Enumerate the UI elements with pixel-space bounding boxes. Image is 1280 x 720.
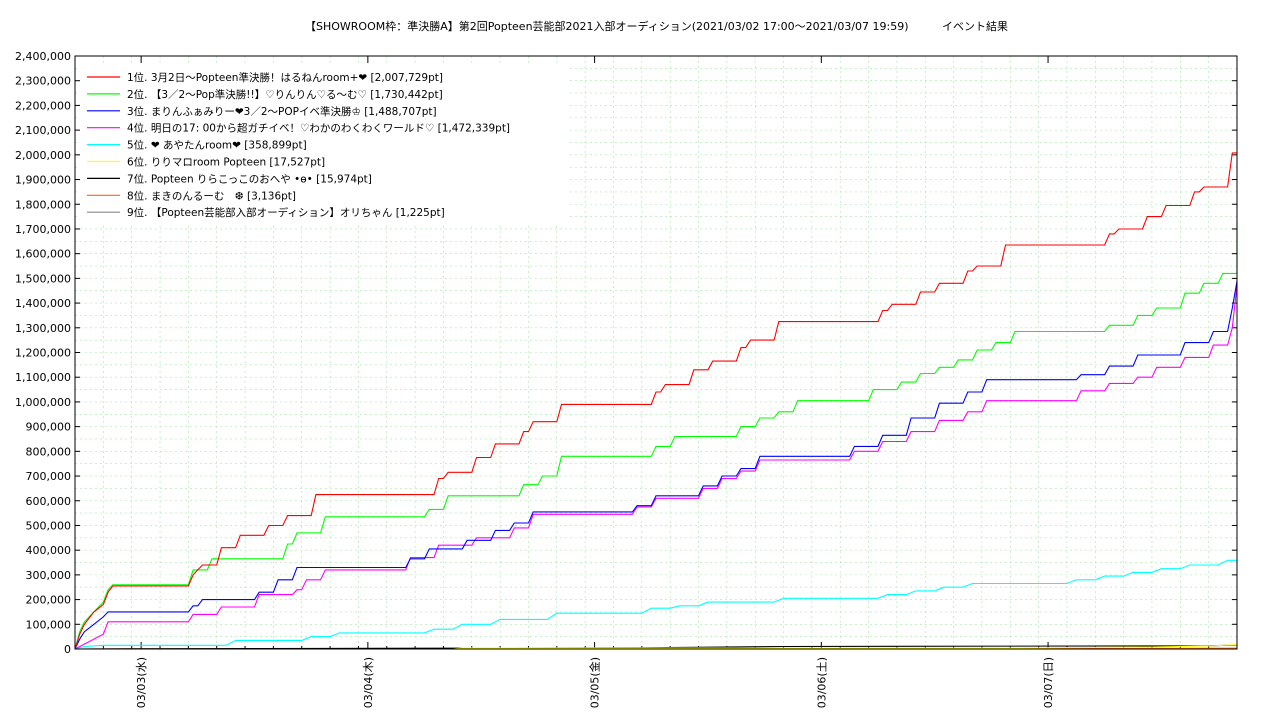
series-line	[74, 152, 1237, 650]
y-tick-label: 2,200,000	[15, 99, 71, 112]
grid	[74, 55, 1238, 650]
y-tick-label: 500,000	[26, 519, 72, 532]
series-line	[74, 221, 1238, 650]
x-tick-label: 03/04(木)	[362, 657, 375, 708]
y-tick-label: 1,800,000	[15, 198, 71, 211]
y-tick-label: 1,400,000	[15, 297, 71, 310]
series-line	[74, 285, 1238, 650]
legend-entry: 1位. 3月2日〜Popteen準決勝！はるねんroom+❤ [2,007,72…	[127, 71, 443, 84]
y-tick-label: 1,000,000	[15, 396, 71, 409]
y-tick-label: 1,500,000	[15, 272, 71, 285]
series-line	[74, 281, 1238, 650]
legend-entry: 3位. まりんふぁみりー❤3／2〜POPイベ準決勝♔ [1,488,707pt]	[127, 105, 437, 118]
legend-entry: 2位. 【3／2〜Pop準決勝!!】♡りんりん♡る〜む♡ [1,730,442p…	[127, 88, 443, 101]
legend: 1位. 3月2日〜Popteen準決勝！はるねんroom+❤ [2,007,72…	[80, 66, 570, 226]
x-tick-label: 03/06(土)	[815, 657, 828, 708]
y-tick-label: 800,000	[26, 445, 72, 458]
y-tick-label: 600,000	[26, 495, 72, 508]
y-tick-label: 0	[64, 643, 71, 656]
legend-entry: 9位. 【Popteen芸能部入部オーディション】オリちゃん [1,225pt]	[127, 206, 445, 219]
legend-entry: 7位. Popteen りらこっこのおへや •ө• [15,974pt]	[127, 172, 372, 185]
legend-entry: 8位. まきのんるーむ ❆ [3,136pt]	[127, 189, 296, 202]
legend-entry: 5位. ❤ あやたんroom❤ [358,899pt]	[127, 139, 307, 152]
y-tick-label: 200,000	[26, 594, 72, 607]
legend-entry: 4位. 明日の17: 00から超ガチイベ！♡わかのわくわくワールド♡ [1,47…	[127, 122, 510, 135]
y-tick-label: 2,000,000	[15, 149, 71, 162]
y-tick-label: 2,100,000	[15, 124, 71, 137]
y-tick-label: 700,000	[26, 470, 72, 483]
y-tick-label: 2,400,000	[15, 50, 71, 63]
y-axis-ticks: 0 100,000 200,000 300,000 400,000 500,000 600,…	[15, 50, 1237, 656]
y-tick-label: 1,200,000	[15, 347, 71, 360]
x-tick-label: 03/07(日)	[1042, 657, 1055, 708]
x-tick-label: 03/05(金)	[588, 657, 602, 708]
y-tick-label: 300,000	[26, 569, 72, 582]
y-tick-label: 1,900,000	[15, 174, 71, 187]
y-tick-label: 1,100,000	[15, 371, 71, 384]
y-tick-label: 900,000	[26, 421, 72, 434]
y-tick-label: 1,300,000	[15, 322, 71, 335]
x-tick-label: 03/03(水)	[135, 657, 148, 708]
y-tick-label: 400,000	[26, 544, 72, 557]
plot-frame	[74, 55, 1238, 650]
y-tick-label: 1,700,000	[15, 223, 71, 236]
y-tick-label: 2,300,000	[15, 75, 71, 88]
legend-entry: 6位. りりマロroom Popteen [17,527pt]	[127, 156, 325, 169]
legend-background	[80, 66, 570, 226]
chart-title: 【SHOWROOM枠：準決勝A】第2回Popteen芸能部2021入部オーディシ…	[305, 19, 909, 33]
series-line	[74, 559, 1237, 650]
y-tick-label: 1,600,000	[15, 248, 71, 261]
chart-subtitle: イベント結果	[942, 19, 1008, 33]
y-tick-label: 100,000	[26, 618, 72, 631]
